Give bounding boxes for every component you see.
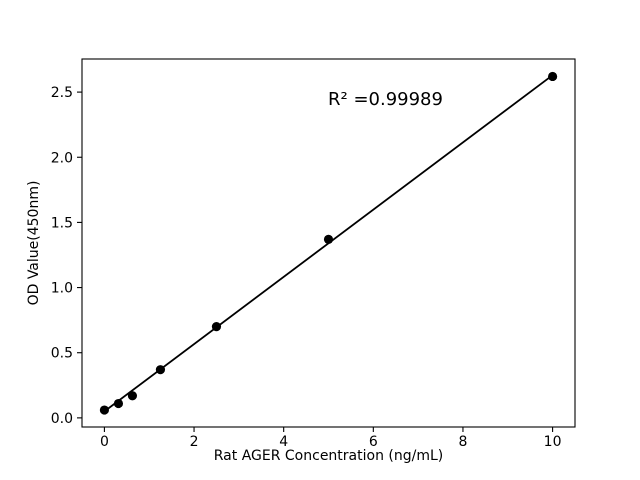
data-point — [127, 391, 138, 401]
y-tick-label: 2.0 — [51, 150, 73, 166]
y-tick-label: 0.0 — [51, 411, 73, 427]
x-axis-label: Rat AGER Concentration (ng/mL) — [213, 448, 444, 464]
axes-spines — [81, 58, 576, 428]
x-tick-label: 4 — [279, 434, 288, 450]
x-tick-label: 2 — [190, 434, 199, 450]
data-point — [113, 398, 124, 409]
y-tick-label: 1.5 — [51, 215, 73, 231]
r-squared-annotation: R² =0.99989 — [328, 89, 443, 110]
data-point — [547, 71, 558, 82]
x-tick-label: 0 — [100, 434, 109, 450]
data-point — [99, 405, 110, 415]
x-tick-label: 8 — [458, 434, 467, 450]
x-tick-label: 6 — [369, 434, 378, 450]
data-point — [323, 234, 334, 244]
y-axis-label: OD Value(450nm) — [26, 180, 42, 306]
y-tick-label: 0.5 — [51, 346, 73, 362]
y-tick-label: 2.5 — [51, 85, 73, 101]
data-point — [211, 322, 222, 332]
data-point — [155, 365, 166, 375]
x-tick-label: 10 — [544, 434, 562, 450]
y-tick-label: 1.0 — [51, 281, 73, 297]
